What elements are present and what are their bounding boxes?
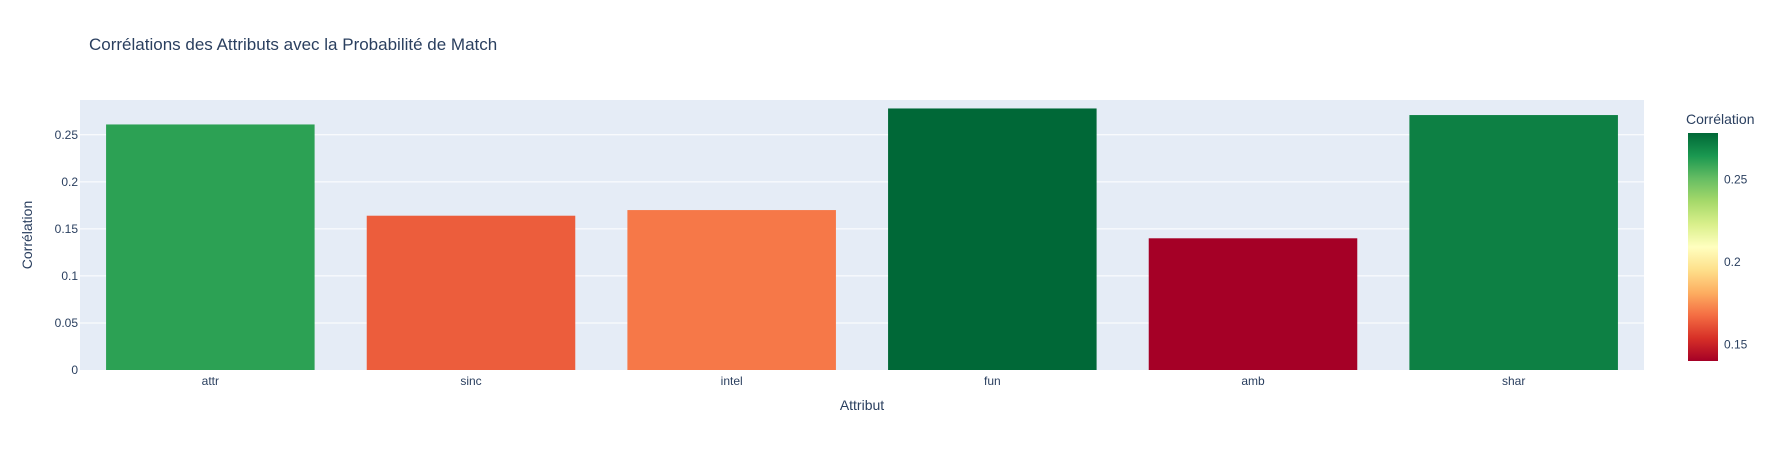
x-axis-ticks: attr sinc intel fun amb shar	[202, 374, 1526, 388]
x-tick-label: fun	[984, 374, 1001, 388]
y-axis-title: Corrélation	[19, 201, 35, 269]
bar-sinc	[366, 215, 576, 370]
y-tick-label: 0.1	[61, 269, 78, 283]
x-tick-label: attr	[202, 374, 219, 388]
x-tick-label: shar	[1502, 374, 1525, 388]
x-tick-label: amb	[1241, 374, 1265, 388]
colorbar-tick-label: 0.15	[1724, 337, 1748, 351]
bar-attr	[106, 124, 315, 370]
bar-amb	[1148, 238, 1358, 370]
x-tick-label: sinc	[460, 374, 481, 388]
bar-fun	[888, 108, 1097, 371]
y-tick-label: 0.2	[61, 175, 78, 189]
colorbar-ticks: 0.15 0.2 0.25	[1724, 172, 1748, 351]
colorbar-title: Corrélation	[1686, 111, 1754, 127]
bars	[106, 108, 1618, 371]
bar-shar	[1409, 115, 1618, 370]
chart-title: Corrélations des Attributs avec la Proba…	[89, 35, 497, 54]
x-tick-label: intel	[721, 374, 743, 388]
plot-area	[80, 100, 1644, 370]
y-tick-label: 0.15	[55, 222, 79, 236]
gridlines	[80, 134, 1644, 324]
x-axis-title: Attribut	[840, 397, 884, 413]
colorbar-tick-label: 0.2	[1724, 255, 1741, 269]
colorbar	[1688, 133, 1718, 361]
y-tick-label: 0	[71, 363, 78, 377]
y-tick-label: 0.05	[55, 316, 79, 330]
colorbar-tick-label: 0.25	[1724, 172, 1748, 186]
bar-intel	[627, 210, 836, 370]
y-axis-ticks: 0 0.05 0.1 0.15 0.2 0.25	[55, 128, 79, 377]
y-tick-label: 0.25	[55, 128, 79, 142]
